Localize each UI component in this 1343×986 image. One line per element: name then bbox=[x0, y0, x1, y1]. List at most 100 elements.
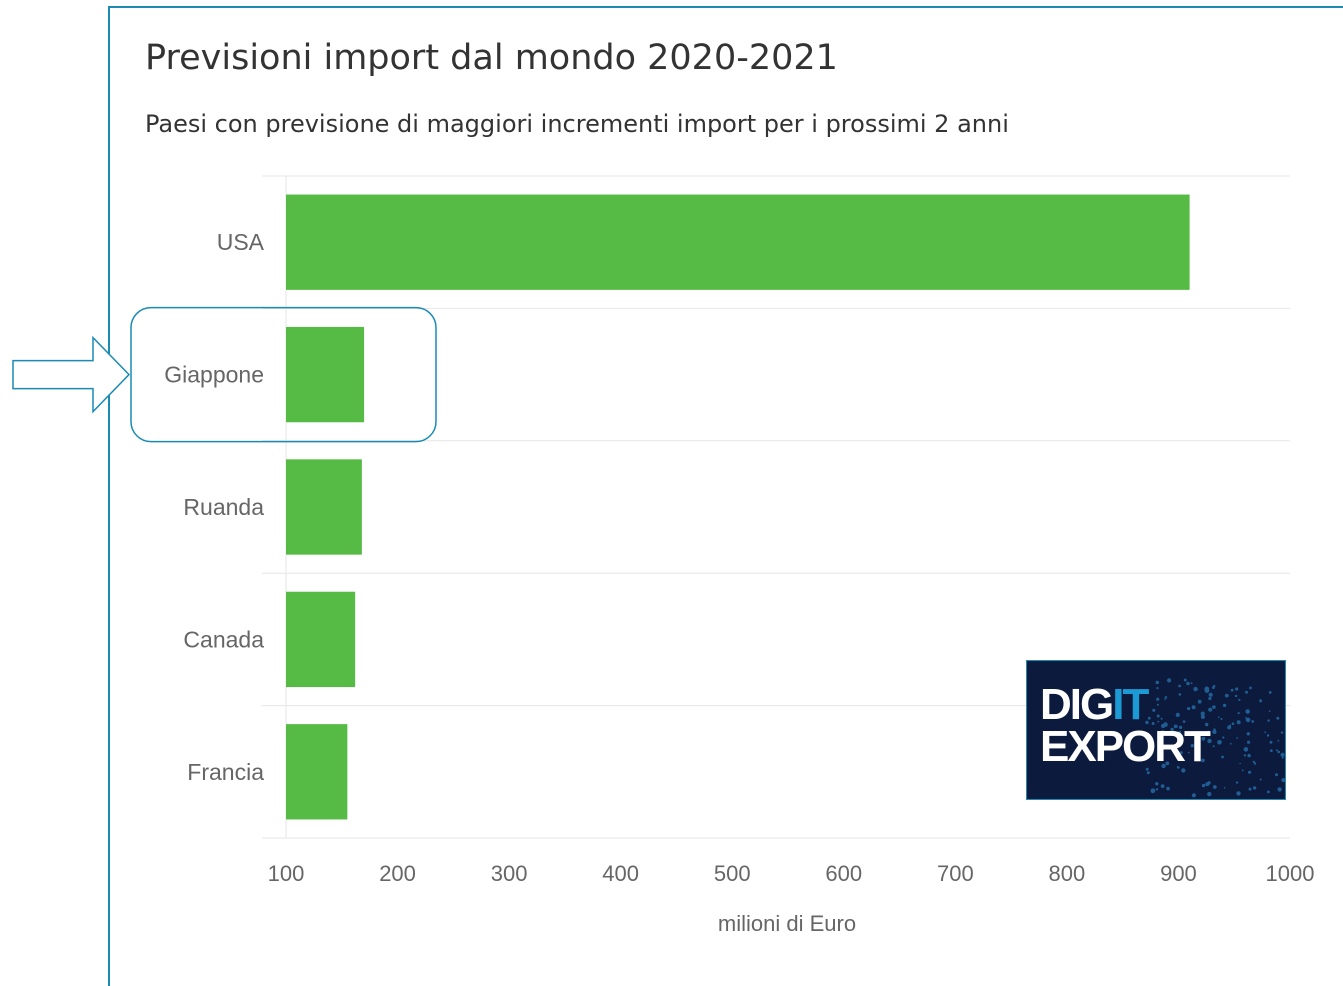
logo-dot bbox=[1179, 725, 1183, 729]
bar-usa bbox=[286, 194, 1190, 290]
x-tick-label: 600 bbox=[825, 861, 862, 886]
logo-dot bbox=[1175, 725, 1178, 727]
logo-dot bbox=[1259, 778, 1262, 781]
logo-dot bbox=[1227, 725, 1232, 730]
logo-dot bbox=[1201, 783, 1206, 788]
x-tick-label: 1000 bbox=[1266, 861, 1315, 886]
logo-dot bbox=[1164, 698, 1166, 701]
logo-dot bbox=[1156, 714, 1160, 718]
logo-dot bbox=[1217, 740, 1222, 745]
logo-dot bbox=[1224, 693, 1229, 698]
logo-dot bbox=[1220, 718, 1223, 720]
logo-dot bbox=[1247, 740, 1251, 744]
logo-dot bbox=[1207, 730, 1210, 733]
logo-dot bbox=[1156, 687, 1159, 690]
highlight-annotation bbox=[12, 306, 437, 443]
logo-dot bbox=[1231, 722, 1235, 725]
logo-dot bbox=[1277, 787, 1282, 792]
tick-labels: 100 200 300 400 500 600 700 800 900 1000 bbox=[268, 861, 1315, 886]
logo-dot bbox=[1208, 696, 1212, 701]
x-tick-label: 100 bbox=[268, 861, 305, 886]
logo-dot bbox=[1280, 731, 1284, 734]
logo-dot bbox=[1176, 766, 1180, 769]
logo-dot bbox=[1182, 720, 1186, 723]
logo-dot bbox=[1229, 742, 1232, 745]
category-label: USA bbox=[217, 229, 265, 255]
logo-dot bbox=[1175, 712, 1180, 717]
logo-dot bbox=[1160, 717, 1163, 720]
logo-dot bbox=[1277, 739, 1280, 742]
x-tick-label: 300 bbox=[491, 861, 528, 886]
logo-dot bbox=[1200, 711, 1205, 716]
logo-dot bbox=[1179, 751, 1183, 755]
logo-dot bbox=[1243, 747, 1249, 752]
logo-dot bbox=[1204, 686, 1210, 692]
logo-dot bbox=[1144, 736, 1148, 739]
logo-dot bbox=[1155, 680, 1159, 685]
arrow-right-icon bbox=[12, 335, 131, 414]
logo-wordmark: DIGIT EXPORT bbox=[1040, 680, 1211, 771]
category-labels: USA Giappone Ruanda Canada Francia bbox=[164, 229, 264, 785]
logo-dot bbox=[1155, 788, 1159, 791]
logo-dot bbox=[1193, 686, 1198, 692]
logo-dot bbox=[1160, 730, 1165, 735]
logo-dot bbox=[1241, 769, 1244, 772]
logo-dot bbox=[1246, 732, 1250, 736]
logo-dot bbox=[1234, 694, 1238, 698]
logo-dot bbox=[1178, 684, 1181, 688]
logo-dot bbox=[1222, 703, 1227, 708]
logo-dot bbox=[1212, 730, 1217, 734]
logo-dot bbox=[1191, 793, 1196, 798]
logo-dot bbox=[1147, 716, 1151, 720]
logo-dot bbox=[1167, 678, 1172, 683]
x-axis-title: milioni di Euro bbox=[718, 911, 856, 936]
logo-dot bbox=[1212, 705, 1216, 709]
logo-dot bbox=[1205, 782, 1210, 787]
logo-dot bbox=[1236, 791, 1241, 796]
logo-dot bbox=[1208, 692, 1213, 697]
logo-dot bbox=[1166, 786, 1170, 791]
x-tick-label: 200 bbox=[379, 861, 416, 886]
logo-dot bbox=[1207, 738, 1212, 744]
logo-dot bbox=[1150, 788, 1156, 794]
logo-dot bbox=[1152, 708, 1156, 712]
logo-dot bbox=[1236, 737, 1239, 739]
logo-dot bbox=[1200, 714, 1205, 719]
bar-giappone bbox=[286, 326, 365, 423]
logo-dot bbox=[1170, 727, 1174, 732]
logo-dot bbox=[1245, 717, 1251, 723]
logo-dot bbox=[1151, 722, 1155, 725]
logo-dot bbox=[1251, 720, 1255, 723]
category-label: Canada bbox=[183, 626, 264, 652]
logo-dot bbox=[1229, 724, 1232, 727]
logo-dot bbox=[1160, 784, 1165, 788]
logo-dot bbox=[1275, 773, 1278, 777]
logo-dot bbox=[1164, 696, 1168, 699]
digit-export-logo bbox=[1026, 660, 1286, 800]
logo-dot bbox=[1275, 749, 1278, 752]
logo-dot bbox=[1281, 756, 1284, 759]
logo-dot bbox=[1212, 785, 1217, 789]
logo-dot bbox=[1259, 699, 1262, 703]
logo-dot bbox=[1221, 755, 1224, 759]
category-label: Ruanda bbox=[183, 494, 264, 520]
logo-dot bbox=[1191, 705, 1196, 710]
logo-dot bbox=[1243, 754, 1247, 757]
logo-dot bbox=[1145, 767, 1149, 771]
logo-dot bbox=[1266, 734, 1270, 737]
logo-dot bbox=[1156, 697, 1160, 701]
logo-dot bbox=[1268, 691, 1272, 694]
logo-dot bbox=[1252, 786, 1257, 790]
category-label: Francia bbox=[187, 759, 264, 785]
logo-dot bbox=[1205, 722, 1209, 727]
logo-dot bbox=[1245, 717, 1247, 719]
logo-dot bbox=[1145, 752, 1148, 755]
logo-dot bbox=[1177, 758, 1180, 761]
logo-dot bbox=[1239, 762, 1241, 765]
logo-dot bbox=[1178, 693, 1182, 696]
logo-dot bbox=[1252, 760, 1255, 763]
logo-dot bbox=[1237, 712, 1240, 715]
chart-subtitle: Paesi con previsione di maggiori increme… bbox=[145, 110, 1009, 138]
logo-dot bbox=[1223, 787, 1226, 789]
